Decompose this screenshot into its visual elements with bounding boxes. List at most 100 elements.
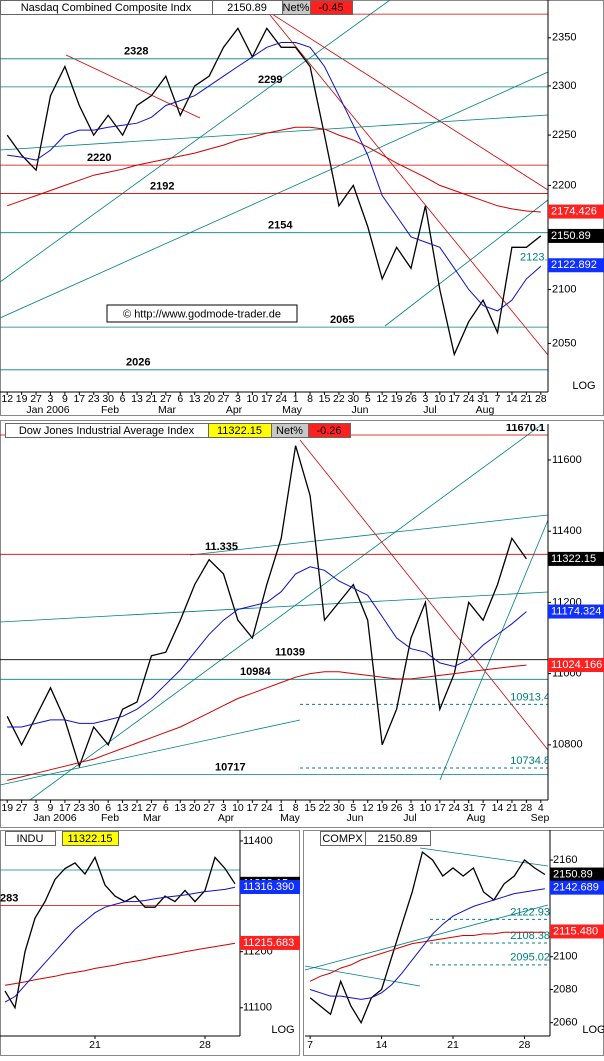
x-tick-label: 23	[73, 802, 85, 814]
level-label: 11039	[275, 647, 305, 659]
header-box	[62, 831, 119, 846]
x-tick-label: 5	[365, 393, 371, 405]
month-label: Feb	[101, 812, 119, 824]
x-tick-label: 28	[535, 393, 547, 405]
x-tick-label: 21	[447, 1039, 459, 1051]
month-label: Jan 2006	[33, 812, 76, 824]
price-label-box	[240, 935, 300, 950]
header-title: Nasdaq Combined Composite Indx	[21, 2, 192, 14]
price-line	[6, 445, 527, 769]
x-tick-label: 1	[278, 802, 284, 814]
month-label: Jun	[347, 812, 364, 824]
price-label-box	[548, 604, 604, 619]
price-label: 2115.480	[553, 925, 598, 937]
y-tick-label: 2160	[553, 854, 577, 866]
y-tick-label: 11400	[243, 835, 273, 847]
price-label: 11174.324	[551, 605, 601, 617]
x-tick-label: 15	[319, 393, 331, 405]
y-tick-label: 2200	[552, 179, 576, 191]
price-label-box	[550, 880, 604, 895]
month-label: Jul	[403, 812, 416, 824]
price-label-box	[240, 880, 300, 895]
price-label: 2174.426	[551, 205, 597, 217]
x-tick-label: 14	[376, 1039, 388, 1051]
moving-average	[7, 664, 527, 781]
scale-label: LOG	[572, 380, 595, 392]
trend-line	[0, 71, 548, 319]
trend-line	[0, 591, 548, 623]
y-tick-label: 11100	[243, 1002, 272, 1014]
level-label: 2123.31	[520, 252, 560, 264]
x-tick-label: 6	[177, 393, 183, 405]
x-tick-label: 30	[102, 393, 114, 405]
x-tick-label: 31	[463, 802, 475, 814]
moving-average	[7, 566, 527, 728]
price-label-box	[548, 551, 604, 566]
x-tick-label: 13	[189, 393, 201, 405]
plot-area: 237523282299222021922154206520262123.31	[0, 0, 560, 371]
level-label: 10984	[240, 666, 271, 678]
month-label: Aug	[476, 404, 495, 416]
header-box	[365, 831, 431, 846]
x-tick-label: 3	[408, 802, 414, 814]
x-tick-label: 12	[1, 393, 13, 405]
x-tick-label: 28	[519, 1039, 531, 1051]
header-price: 2150.89	[378, 833, 418, 845]
level-label: 283	[0, 892, 18, 904]
x-tick-label: 27	[160, 393, 172, 405]
x-tick-label: 6	[163, 802, 169, 814]
x-tick-label: 8	[307, 393, 313, 405]
x-tick-label: 7	[480, 802, 486, 814]
price-label: 2142.689	[553, 882, 599, 894]
x-tick-label: 17	[59, 802, 71, 814]
x-tick-label: 19	[376, 802, 388, 814]
credit: © http://www.godmode-trader.de	[123, 308, 281, 320]
x-tick-label: 13	[131, 393, 143, 405]
x-tick-label: 26	[405, 393, 417, 405]
x-tick-label: 22	[333, 393, 345, 405]
level-label: 11670.1	[506, 422, 545, 434]
x-tick-label: 12	[376, 393, 388, 405]
moving-average	[4, 942, 236, 986]
x-tick-label: 4	[538, 802, 544, 814]
x-tick-label: 17	[73, 393, 85, 405]
x-tick-label: 27	[16, 802, 28, 814]
x-tick-label: 22	[319, 802, 331, 814]
x-tick-label: 27	[146, 802, 158, 814]
price-label-box	[548, 204, 604, 219]
header-box	[310, 0, 353, 15]
x-tick-label: 20	[189, 802, 201, 814]
level-label: 2026	[126, 357, 150, 369]
x-tick-label: 5	[350, 802, 356, 814]
price-line	[6, 27, 542, 357]
header-price: 2150.89	[227, 2, 267, 14]
x-tick-label: 17	[247, 802, 259, 814]
level-label: 10717	[215, 761, 246, 773]
x-tick-label: 13	[174, 802, 186, 814]
x-tick-label: 6	[105, 802, 111, 814]
month-label: May	[280, 812, 301, 824]
x-tick-label: 15	[304, 802, 316, 814]
panel-frame	[0, 420, 604, 828]
x-tick-label: 7	[307, 1039, 313, 1051]
x-tick-label: 24	[275, 393, 287, 405]
y-tick-label: 2080	[553, 983, 577, 995]
price-label: 2122.892	[551, 259, 597, 271]
x-tick-label: 24	[448, 802, 460, 814]
month-label: Mar	[143, 812, 162, 824]
level-label: 10913.4	[510, 691, 550, 703]
month-label: Apr	[226, 404, 243, 416]
moving-average	[309, 888, 545, 1000]
price-label-box	[548, 228, 604, 243]
month-label: Jul	[423, 404, 436, 416]
trend-line	[439, 519, 548, 781]
x-tick-label: 9	[48, 802, 54, 814]
x-tick-label: 7	[495, 393, 501, 405]
scale-label: LOG	[582, 1024, 604, 1036]
x-tick-label: 17	[448, 393, 460, 405]
level-label: 2192	[150, 180, 174, 192]
x-tick-label: 10	[247, 393, 259, 405]
level-label: 2108.38	[510, 930, 550, 942]
header-net-label: Net%	[283, 2, 310, 14]
